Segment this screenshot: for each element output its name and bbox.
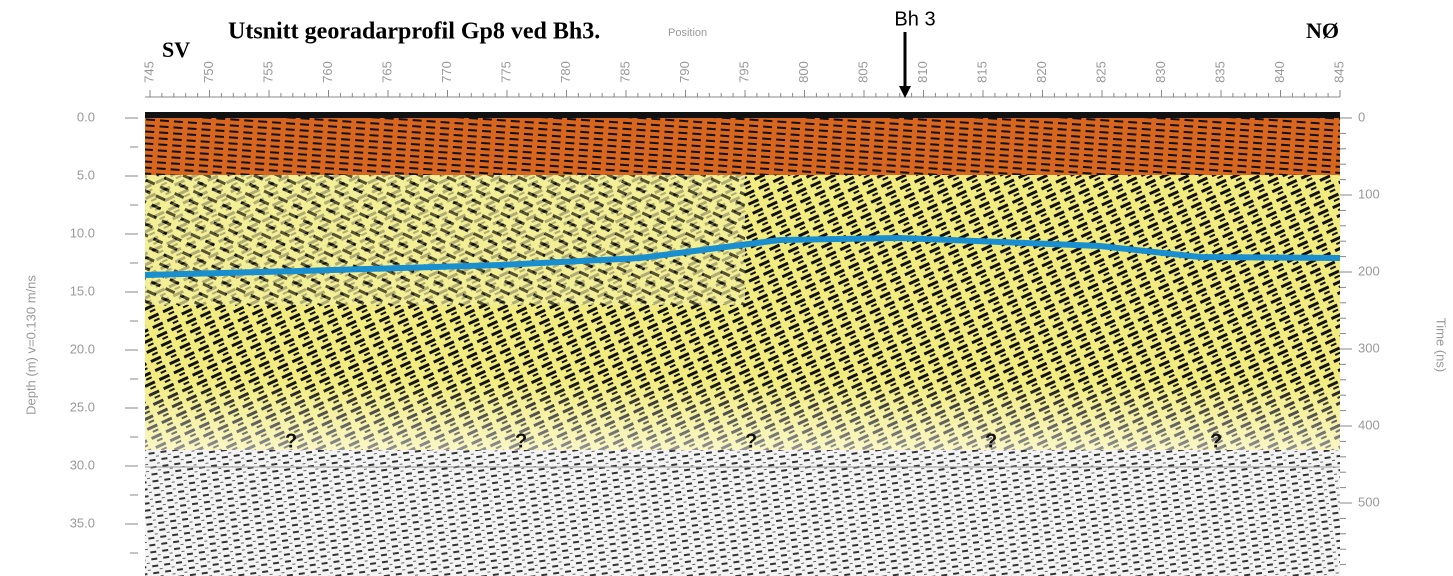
left-tick-label: 30.0 bbox=[70, 457, 95, 472]
question-mark: ? bbox=[745, 430, 757, 452]
position-label: Position bbox=[668, 27, 707, 39]
top-tick-label: 830 bbox=[1153, 61, 1168, 83]
right-tick-label: 200 bbox=[1358, 263, 1380, 278]
left-end-label: SV bbox=[162, 37, 190, 62]
top-tick-label: 815 bbox=[974, 61, 989, 83]
top-tick-label: 835 bbox=[1212, 61, 1227, 83]
top-tick-label: 785 bbox=[617, 61, 632, 83]
left-tick-label: 15.0 bbox=[70, 283, 95, 298]
top-tick-label: 845 bbox=[1331, 61, 1346, 83]
left-tick-label: 35.0 bbox=[70, 515, 95, 530]
radargram bbox=[144, 112, 1341, 576]
marker-arrowhead bbox=[899, 86, 911, 98]
right-end-label: NØ bbox=[1306, 18, 1339, 43]
top-tick-label: 795 bbox=[736, 61, 751, 83]
top-tick-label: 805 bbox=[855, 61, 870, 83]
question-mark: ? bbox=[1210, 430, 1222, 452]
left-tick-label: 10.0 bbox=[70, 225, 95, 240]
right-tick-label: 500 bbox=[1358, 494, 1380, 509]
left-tick-label: 0.0 bbox=[77, 109, 95, 124]
top-tick-label: 825 bbox=[1093, 61, 1108, 83]
left-tick-label: 20.0 bbox=[70, 341, 95, 356]
left-tick-label: 5.0 bbox=[77, 167, 95, 182]
top-tick-label: 760 bbox=[320, 61, 335, 83]
right-tick-label: 0 bbox=[1358, 109, 1365, 124]
left-tick-label: 25.0 bbox=[70, 399, 95, 414]
axes: 745 750 755 760 765 770 775 780 785 790 795 800 805 8… bbox=[70, 61, 1380, 566]
left-axis-title: Depth (m) v=0.130 m/ns bbox=[23, 275, 38, 415]
top-tick-label: 780 bbox=[558, 61, 573, 83]
right-tick-label: 100 bbox=[1358, 186, 1380, 201]
top-tick-label: 790 bbox=[677, 61, 692, 83]
right-axis-title: Time (ns) bbox=[1434, 318, 1449, 372]
top-tick-label: 840 bbox=[1272, 61, 1287, 83]
top-tick-label: 810 bbox=[915, 61, 930, 83]
top-tick-label: 765 bbox=[379, 61, 394, 83]
top-tick-label: 750 bbox=[201, 61, 216, 83]
right-tick-label: 400 bbox=[1358, 417, 1380, 432]
right-tick-label: 300 bbox=[1358, 340, 1380, 355]
top-tick-label: 775 bbox=[498, 61, 513, 83]
top-tick-label: 820 bbox=[1034, 61, 1049, 83]
question-mark: ? bbox=[515, 430, 527, 452]
question-mark: ? bbox=[985, 430, 997, 452]
top-tick-label: 745 bbox=[141, 61, 156, 83]
top-tick-label: 800 bbox=[796, 61, 811, 83]
top-tick-label: 770 bbox=[439, 61, 454, 83]
question-mark: ? bbox=[285, 430, 297, 452]
title: Utsnitt georadarprofil Gp8 ved Bh3. bbox=[228, 19, 600, 45]
top-tick-label: 755 bbox=[260, 61, 275, 83]
marker-label: Bh 3 bbox=[894, 8, 935, 30]
